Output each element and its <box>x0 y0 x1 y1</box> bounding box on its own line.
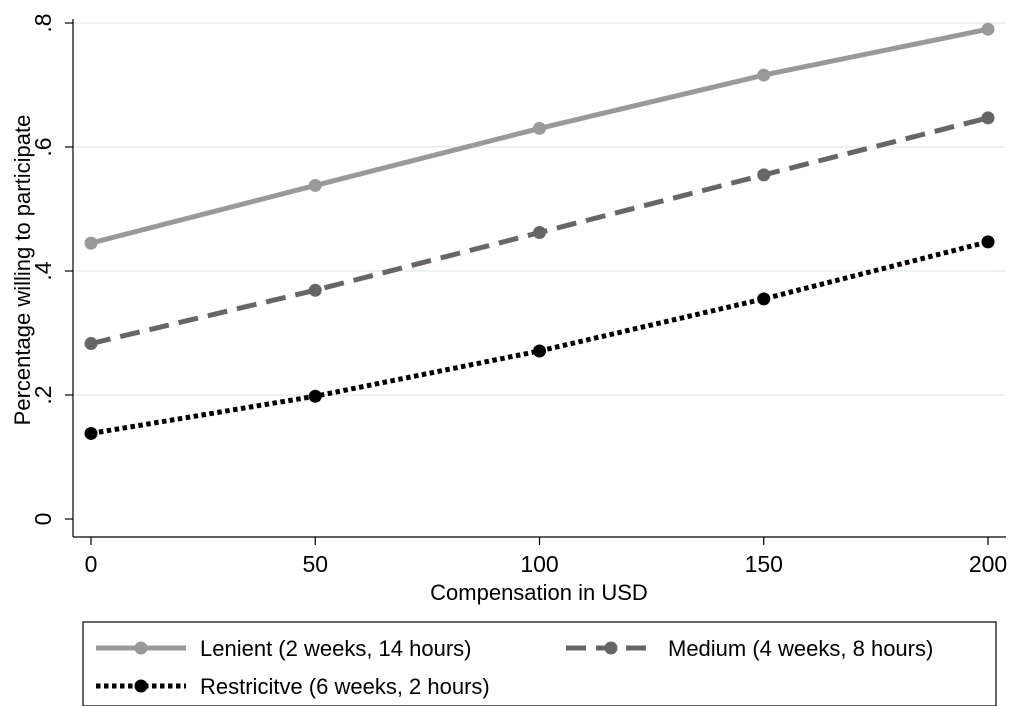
legend-marker-1 <box>604 641 618 655</box>
data-point-0 <box>533 121 546 135</box>
y-tick-label: 0 <box>30 513 56 526</box>
y-axis-title: Percentage willing to participate <box>10 115 35 426</box>
legend: Lenient (2 weeks, 14 hours) Medium (4 wee… <box>82 621 997 706</box>
legend-label-0: Lenient (2 weeks, 14 hours) <box>200 636 472 661</box>
data-point-2 <box>533 344 546 358</box>
series-lines <box>84 22 995 440</box>
data-point-0 <box>308 178 322 192</box>
data-point-2 <box>757 292 771 306</box>
legend-marker-2 <box>134 679 148 693</box>
legend-label-2: Restricitve (6 weeks, 2 hours) <box>200 674 490 699</box>
y-tick-label: .6 <box>30 137 56 156</box>
data-point-1 <box>757 168 771 182</box>
data-point-0 <box>981 22 995 36</box>
data-point-0 <box>84 236 98 250</box>
data-point-1 <box>308 283 322 297</box>
x-tick-label: 0 <box>85 551 98 577</box>
series-line-0 <box>90 26 989 246</box>
data-point-1 <box>84 337 98 351</box>
legend-label-1: Medium (4 weeks, 8 hours) <box>668 636 933 661</box>
y-tick-label: .2 <box>30 385 56 404</box>
x-tick-label: 100 <box>520 551 558 577</box>
legend-marker-0 <box>134 641 148 655</box>
y-tick-label: .4 <box>30 261 56 280</box>
data-point-1 <box>981 111 995 125</box>
x-tick-label: 50 <box>302 551 328 577</box>
data-point-0 <box>757 68 771 82</box>
x-tick-label: 200 <box>969 551 1007 577</box>
x-axis-title: Compensation in USD <box>430 580 648 605</box>
data-point-2 <box>84 426 98 440</box>
axes: 0 .2 .4 .6 .8 0 50 100 150 200 <box>30 13 1007 577</box>
data-point-1 <box>533 226 546 240</box>
legend-box <box>82 621 997 706</box>
gridlines <box>73 22 1006 396</box>
data-point-2 <box>308 389 322 403</box>
x-tick-label: 150 <box>745 551 783 577</box>
data-point-2 <box>981 235 995 249</box>
y-tick-label: .8 <box>30 13 56 32</box>
